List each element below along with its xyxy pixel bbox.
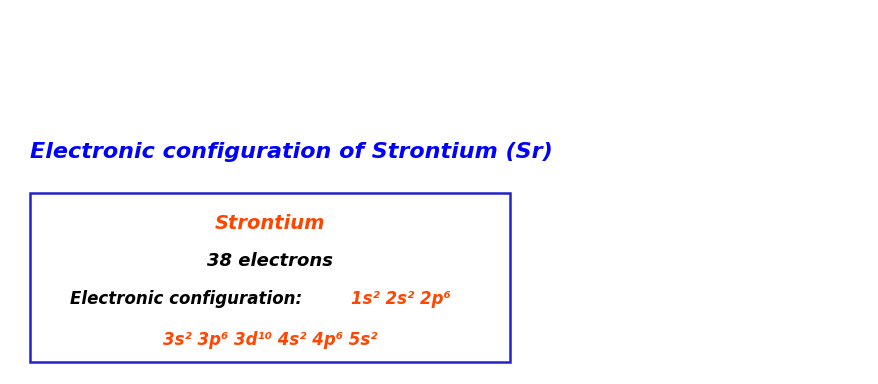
Text: 1s² 2s² 2p⁶: 1s² 2s² 2p⁶ <box>351 290 450 308</box>
Text: Strontium: Strontium <box>214 214 325 233</box>
Text: 3s² 3p⁶ 3d¹⁰ 4s² 4p⁶ 5s²: 3s² 3p⁶ 3d¹⁰ 4s² 4p⁶ 5s² <box>162 331 377 349</box>
Text: Electronic configuration of Strontium (Sr): Electronic configuration of Strontium (S… <box>30 142 552 162</box>
Text: Electronic configuration:: Electronic configuration: <box>69 290 307 308</box>
Text: 38 electrons: 38 electrons <box>206 252 333 270</box>
